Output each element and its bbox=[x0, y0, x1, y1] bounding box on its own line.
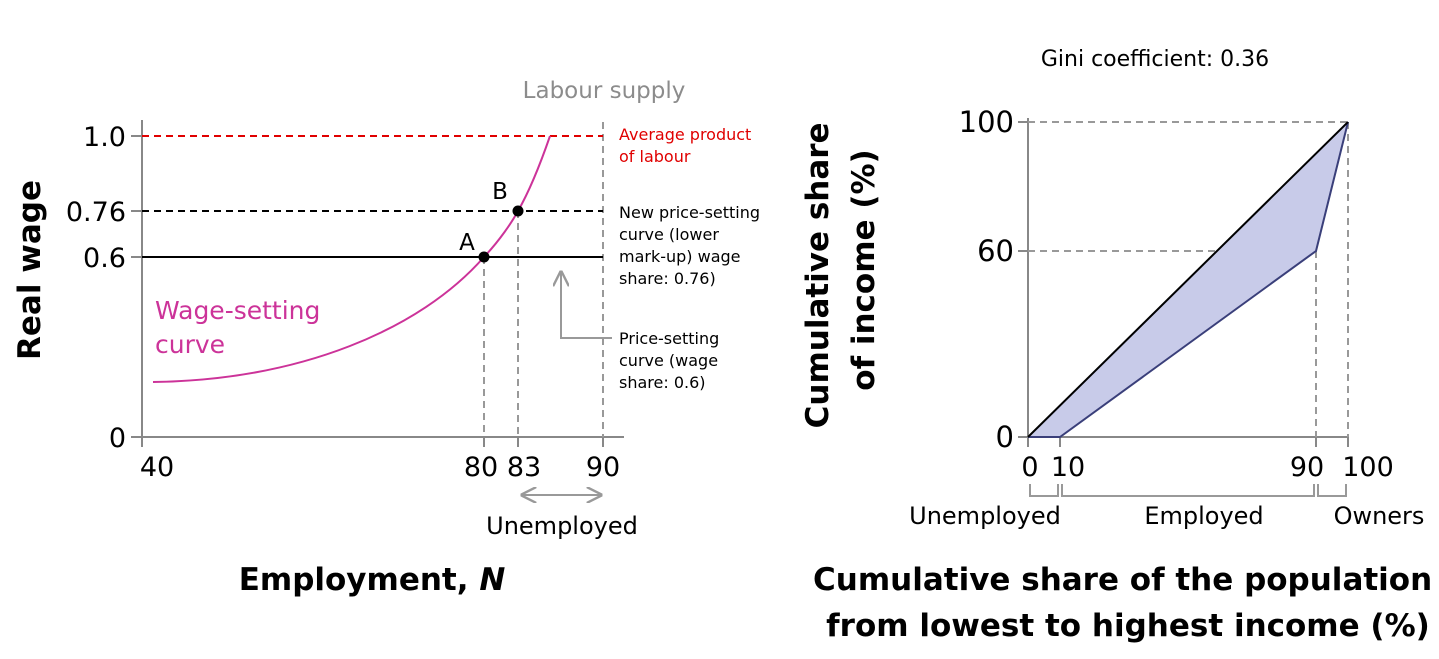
group-label-employed: Employed bbox=[1144, 502, 1263, 530]
point-a-label: A bbox=[459, 230, 475, 256]
point-b bbox=[512, 205, 524, 217]
point-b-label: B bbox=[492, 179, 508, 205]
right-xtick-label: 100 bbox=[1342, 452, 1394, 483]
left-x-axis-title: Employment, N bbox=[239, 562, 506, 598]
price-setting-callout-arrow bbox=[561, 272, 612, 339]
right-ytick-label: 0 bbox=[996, 420, 1014, 454]
right-y-axis-title: Cumulative share of income (%) bbox=[800, 112, 882, 429]
new-price-setting-label: New price-setting curve (lower mark-up) … bbox=[619, 203, 765, 288]
left-xtick-label: 90 bbox=[586, 452, 620, 483]
left-ytick-label: 0 bbox=[109, 423, 126, 454]
wage-setting-label: Wage-setting curve bbox=[155, 296, 328, 359]
right-ytick-label: 60 bbox=[977, 234, 1014, 268]
owners-bracket bbox=[1317, 484, 1347, 497]
employed-bracket bbox=[1061, 484, 1315, 497]
left-y-axis-title: Real wage bbox=[12, 180, 48, 360]
right-ytick-label: 100 bbox=[959, 105, 1014, 139]
left-xtick-label: 40 bbox=[140, 452, 174, 483]
unemployed-bracket bbox=[1029, 484, 1059, 497]
price-setting-label: Price-setting curve (wage share: 0.6) bbox=[619, 329, 724, 392]
average-product-label: Average product of labour bbox=[619, 125, 756, 166]
gini-title: Gini coefficient: 0.36 bbox=[1041, 47, 1269, 72]
left-ytick-label: 1.0 bbox=[83, 122, 126, 153]
equality-line bbox=[1027, 121, 1349, 438]
group-label-owners: Owners bbox=[1334, 502, 1425, 530]
right-xtick-label: 90 bbox=[1290, 452, 1324, 483]
lorenz-curve-chart: Gini coefficient: 0.36 100 60 0 0 10 90 … bbox=[800, 47, 1439, 644]
unemployed-label: Unemployed bbox=[486, 512, 638, 540]
left-xtick-label: 83 bbox=[507, 452, 541, 483]
right-xtick-label: 0 bbox=[1021, 452, 1038, 483]
group-label-unemployed: Unemployed bbox=[909, 502, 1061, 530]
left-ytick-label: 0.76 bbox=[66, 197, 126, 228]
right-xtick-label: 10 bbox=[1051, 452, 1085, 483]
labour-market-chart: 1.0 0.76 0.6 0 40 80 83 90 Real wage Emp… bbox=[12, 78, 765, 598]
point-a bbox=[478, 251, 490, 263]
lorenz-curve bbox=[1028, 121, 1349, 438]
labour-supply-label: Labour supply bbox=[523, 78, 686, 104]
left-xtick-label: 80 bbox=[464, 452, 498, 483]
right-x-axis-title: Cumulative share of the population from … bbox=[813, 562, 1439, 644]
left-ytick-label: 0.6 bbox=[83, 243, 126, 274]
